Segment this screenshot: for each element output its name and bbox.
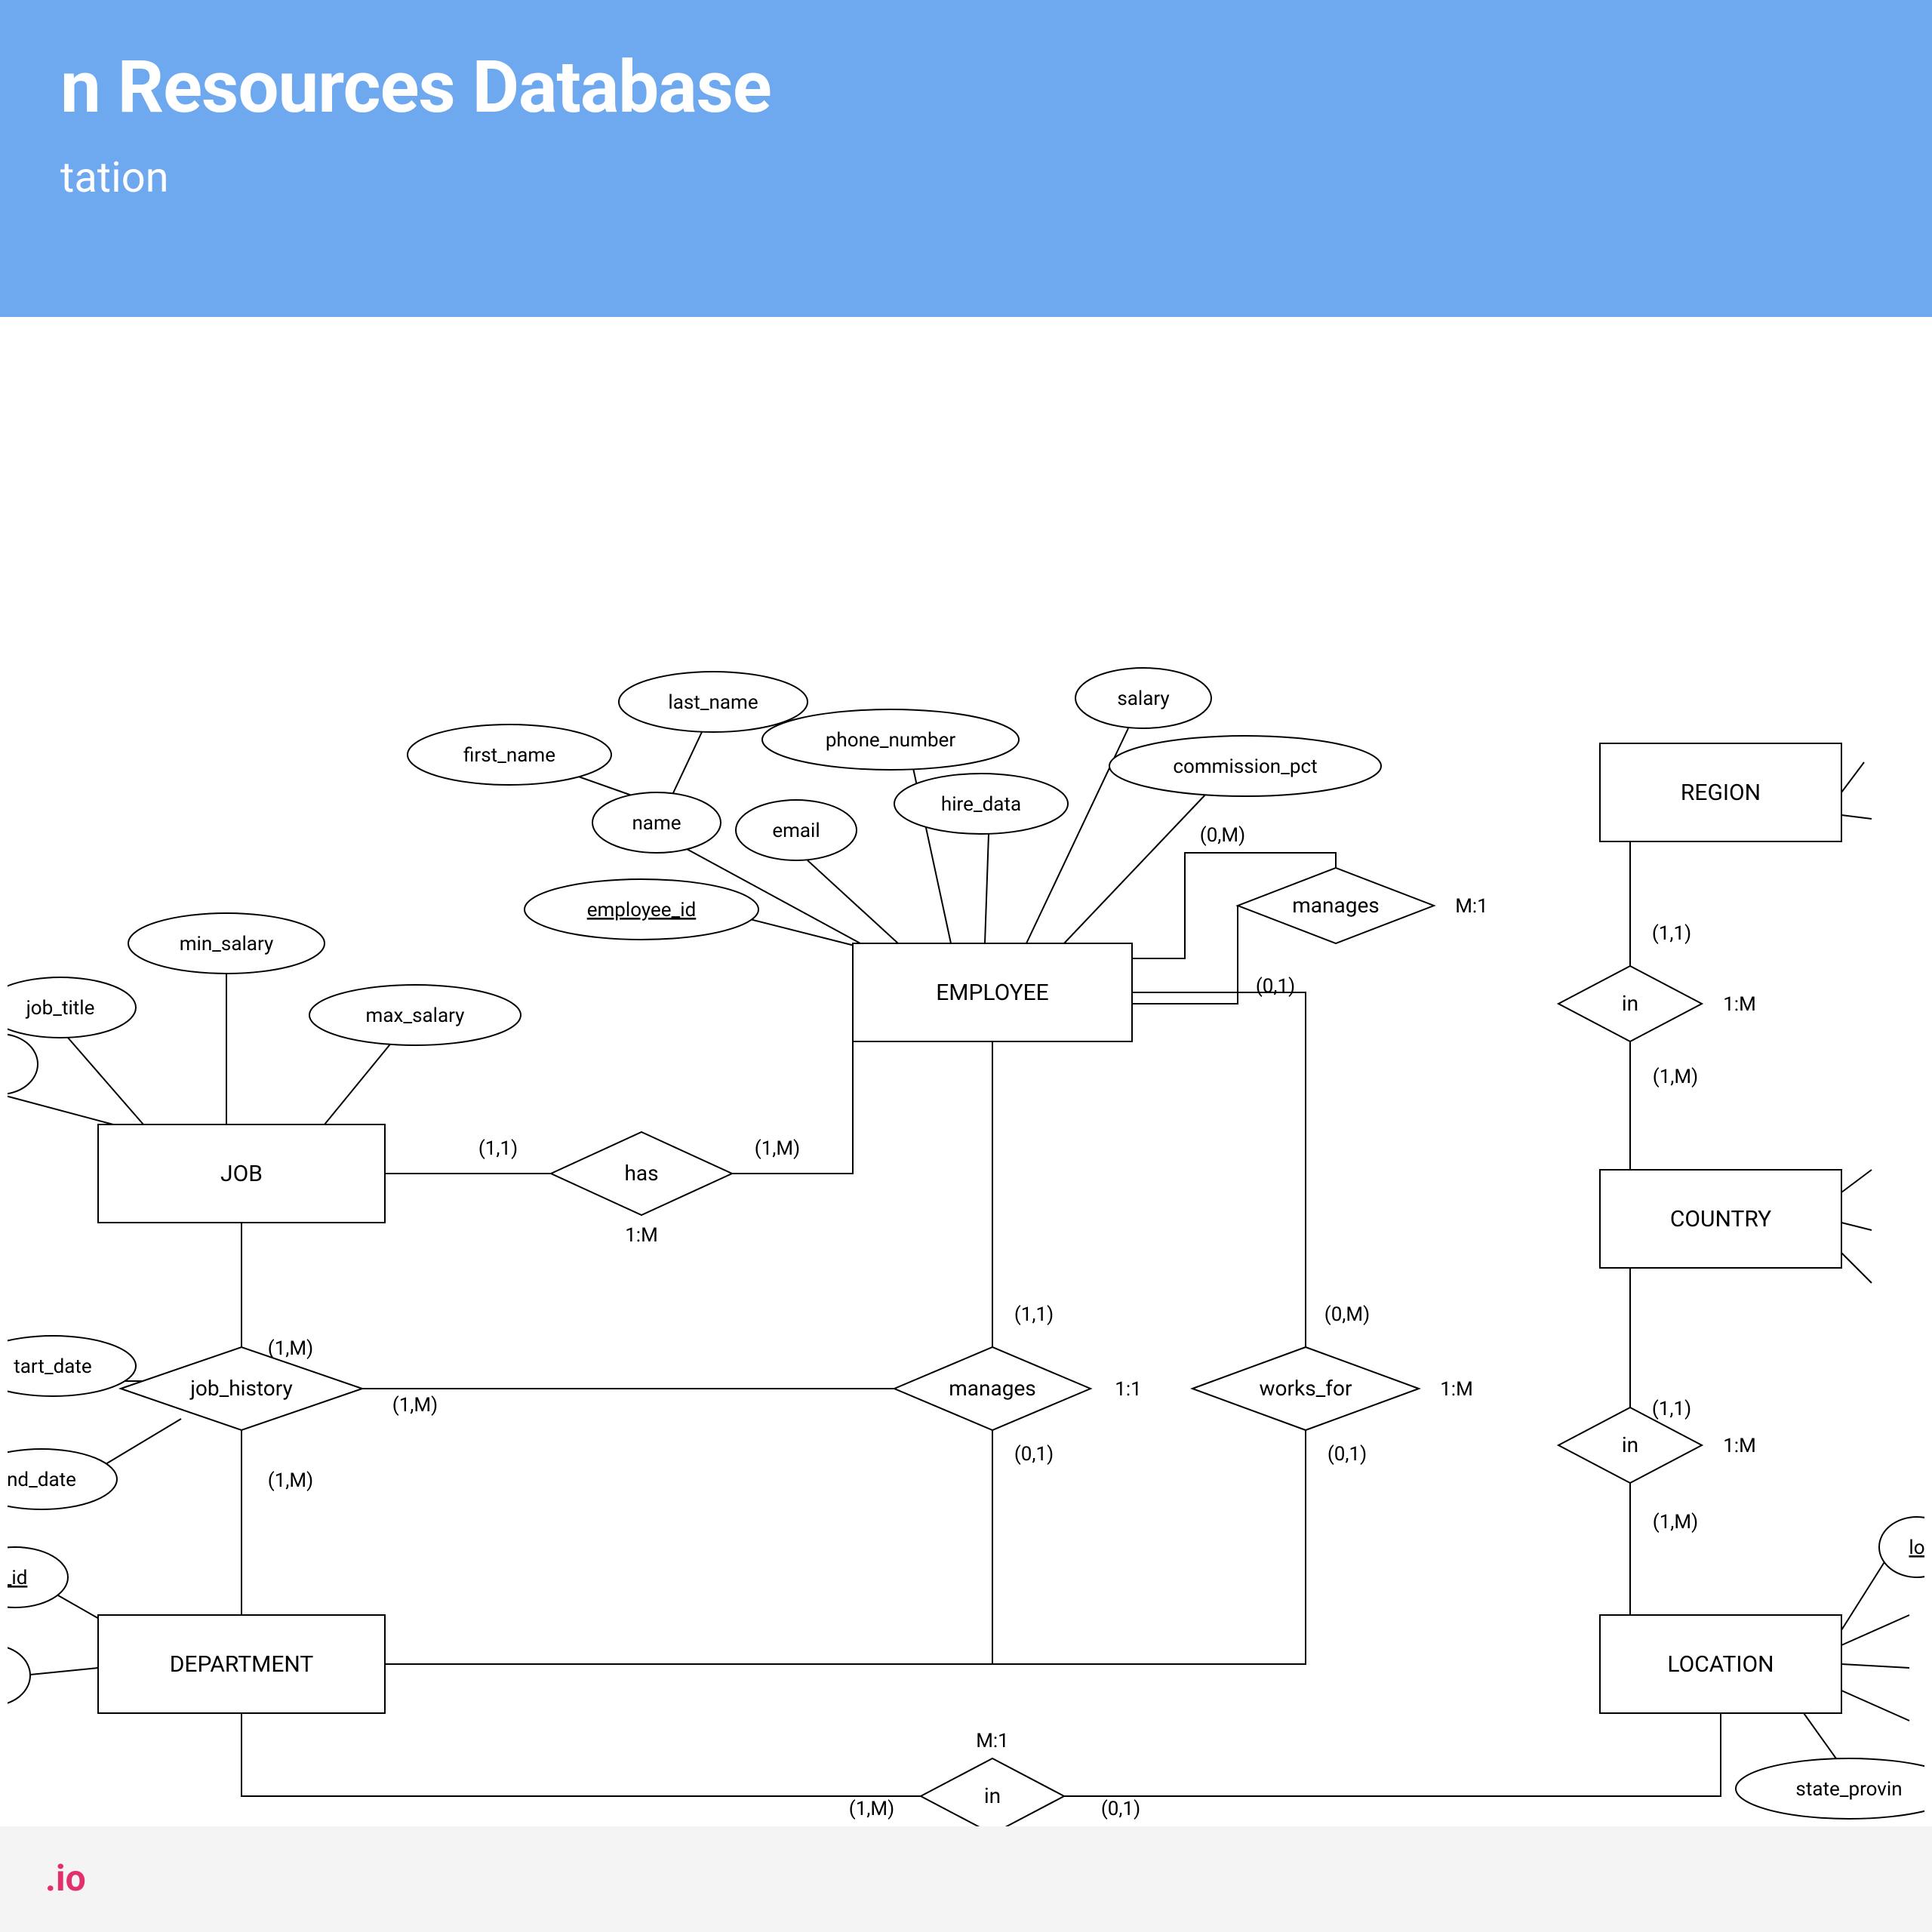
entity-label: COUNTRY: [1670, 1206, 1771, 1232]
edge: [1841, 1558, 1887, 1630]
footer-text: .io: [45, 1857, 86, 1900]
cardinality-label: (0,M): [1200, 824, 1245, 847]
cardinality-label: (1,1): [1014, 1303, 1054, 1326]
page-footer: .io: [0, 1826, 1932, 1932]
cardinality-label: (1,M): [1653, 1066, 1698, 1088]
attribute-label: min_salary: [180, 933, 274, 955]
attribute-dept_name: [8, 1645, 30, 1706]
entity-label: LOCATION: [1667, 1651, 1774, 1678]
entities-layer: JOB EMPLOYEE REGION COUNTRY LOCATION DEPARTME…: [98, 743, 1841, 1713]
attribute-label: _id: [8, 1567, 27, 1589]
page-title: n Resources Database: [60, 45, 1872, 130]
relationship-label: in: [1622, 1432, 1638, 1457]
relationship-label: job_history: [189, 1376, 293, 1401]
attribute-label: hire_data: [941, 793, 1021, 816]
attribute-label: nd_date: [8, 1469, 76, 1491]
entity-label: DEPARTMENT: [170, 1651, 314, 1678]
attribute-label: phone_number: [826, 729, 956, 752]
page-header: n Resources Database tation: [0, 0, 1932, 317]
ratio-label: 1:M: [1723, 1435, 1756, 1457]
edge: [1841, 762, 1864, 792]
relationship-label: manages: [1292, 893, 1380, 918]
cardinality-label: (1,M): [268, 1337, 313, 1360]
cardinality-label: (1,M): [849, 1798, 894, 1820]
edge: [23, 1668, 98, 1675]
attribute-label: job_title: [26, 997, 95, 1020]
edge: [242, 1713, 921, 1796]
edge: [1841, 1664, 1909, 1668]
attribute-label: employee_id: [587, 899, 697, 921]
attribute-label: name: [632, 812, 681, 835]
cardinality-label: (1,M): [1653, 1511, 1698, 1534]
cardinality-label: (1,1): [478, 1137, 518, 1160]
edge: [68, 1038, 143, 1124]
ratio-label: M:1: [1455, 895, 1488, 918]
edge: [1841, 1223, 1872, 1230]
diagram-canvas: (1,1) (1,M) (1,M) (1,M) (1,M) (0,M) (0,1) (1,1)…: [0, 317, 1932, 1826]
edge: [385, 1430, 1306, 1664]
edge: [325, 1041, 392, 1124]
relationship-label: in: [984, 1783, 1001, 1808]
attribute-label: tart_date: [14, 1355, 91, 1378]
cardinality-label: (0,1): [1014, 1443, 1054, 1466]
ratio-label: 1:1: [1115, 1378, 1142, 1401]
edge: [985, 834, 989, 943]
cardinality-label: (1,1): [1652, 922, 1691, 945]
cardinality-label: (1,1): [1652, 1398, 1691, 1420]
ratio-label: M:1: [976, 1730, 1009, 1752]
attribute-label: email: [772, 820, 820, 842]
entity-label: REGION: [1681, 780, 1761, 806]
edge: [1064, 792, 1208, 943]
ratio-label: 1:M: [1440, 1378, 1473, 1401]
edge: [1841, 1615, 1909, 1645]
ratio-label: 1:M: [625, 1224, 658, 1247]
attribute-label: state_provin: [1795, 1778, 1902, 1801]
cardinality-label: (1,M): [392, 1394, 438, 1417]
relationship-label: in: [1622, 991, 1638, 1016]
cardinality-label: (1,M): [755, 1137, 800, 1160]
cardinality-label: (0,1): [1327, 1443, 1367, 1466]
attribute-label: commission_pct: [1173, 755, 1317, 778]
edge: [385, 1430, 992, 1664]
relationship-label: manages: [949, 1376, 1036, 1401]
edge: [1841, 1690, 1909, 1721]
cardinality-label: (0,1): [1101, 1798, 1140, 1820]
ratio-label: 1:M: [1723, 993, 1756, 1016]
attribute-label: last_name: [668, 691, 758, 714]
attribute-label: first_name: [463, 744, 555, 767]
page-subtitle: tation: [60, 152, 1872, 202]
edge: [808, 860, 898, 943]
attribute-job_id: [8, 1034, 38, 1094]
cardinality-label: (1,M): [268, 1469, 313, 1492]
attribute-label: salary: [1117, 688, 1169, 710]
entity-label: EMPLOYEE: [936, 980, 1049, 1006]
cardinality-label: (0,M): [1324, 1303, 1370, 1326]
edge: [672, 732, 702, 796]
edge: [106, 1419, 181, 1464]
attribute-label: lo: [1909, 1537, 1924, 1559]
edge: [1841, 815, 1872, 819]
attribute-label: max_salary: [366, 1004, 465, 1027]
edge: [1841, 1253, 1872, 1283]
relationship-label: has: [624, 1161, 658, 1186]
entity-label: JOB: [220, 1161, 263, 1187]
cardinality-label: (0,1): [1256, 975, 1295, 998]
edge: [1064, 1713, 1721, 1796]
edge: [1132, 992, 1306, 1347]
edge: [8, 1094, 113, 1124]
relationship-label: works_for: [1260, 1376, 1352, 1401]
edge: [1841, 1170, 1872, 1192]
